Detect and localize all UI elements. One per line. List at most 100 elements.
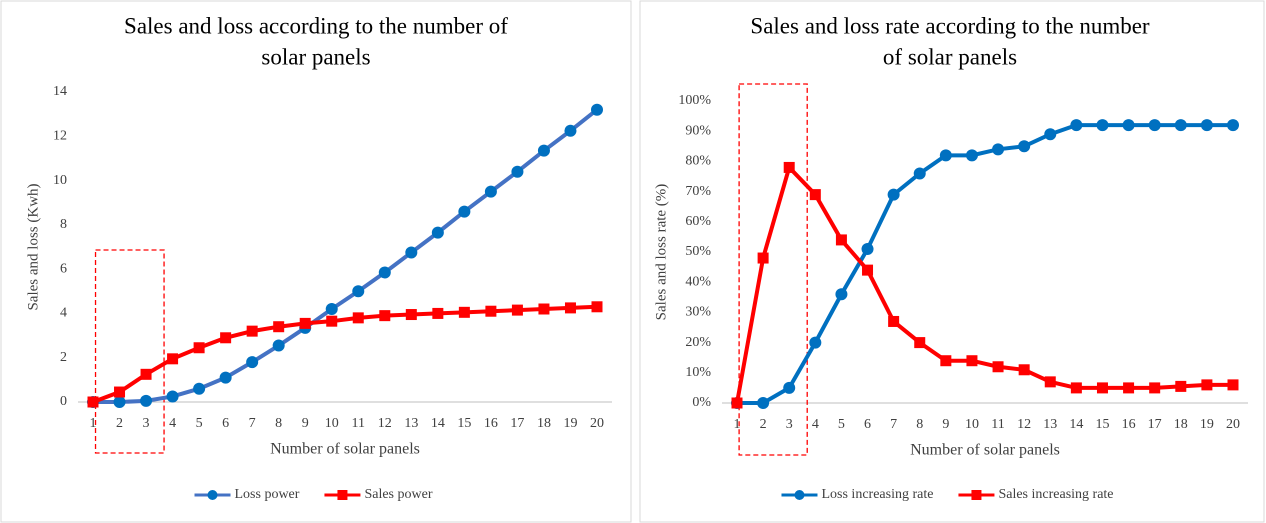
marker (757, 397, 770, 409)
x-tick-label: 10 (965, 417, 979, 432)
marker (511, 165, 524, 178)
marker (809, 336, 822, 349)
y-tick-label: 12 (53, 129, 67, 144)
marker (992, 143, 1005, 156)
chart-title: of solar panels (883, 44, 1017, 69)
y-axis-label: Sales and loss (Kwh) (25, 183, 41, 310)
marker (246, 356, 259, 369)
marker (1018, 364, 1030, 376)
panel-border (0, 0, 632, 523)
marker (379, 310, 391, 322)
marker (272, 339, 285, 352)
marker (564, 124, 577, 137)
x-tick-label: 15 (1095, 417, 1109, 432)
marker (246, 325, 258, 337)
marker (432, 307, 444, 319)
marker (114, 386, 126, 398)
marker (1123, 382, 1135, 394)
x-tick-label: 5 (838, 417, 845, 432)
marker (1175, 380, 1187, 392)
x-tick-label: 19 (1200, 417, 1214, 432)
y-tick-label: 4 (60, 306, 67, 321)
chart-title: solar panels (261, 44, 370, 69)
marker (219, 371, 232, 384)
marker (273, 321, 285, 333)
y-tick-label: 40% (685, 274, 711, 289)
x-tick-label: 4 (812, 417, 819, 432)
legend-label: Loss increasing rate (821, 487, 933, 502)
marker (193, 382, 206, 395)
y-tick-label: 60% (685, 214, 711, 229)
marker (1227, 379, 1239, 391)
marker (809, 189, 821, 201)
marker (966, 355, 978, 367)
marker (537, 144, 550, 157)
marker (1200, 119, 1213, 132)
x-tick-label: 20 (590, 416, 604, 431)
y-tick-label: 0 (60, 394, 67, 409)
x-tick-label: 17 (1148, 417, 1162, 432)
marker (87, 396, 99, 408)
highlight-box (738, 83, 808, 456)
y-tick-label: 6 (60, 261, 67, 276)
marker (220, 332, 232, 344)
y-tick-label: 100% (678, 93, 711, 108)
x-tick-label: 1 (90, 416, 97, 431)
x-tick-label: 13 (404, 416, 418, 431)
marker (485, 305, 497, 317)
marker (1148, 119, 1161, 132)
marker (511, 304, 523, 316)
chart-title: Sales and loss according to the number o… (124, 13, 508, 38)
marker (458, 205, 471, 218)
marker (564, 302, 576, 314)
x-tick-label: 14 (1069, 417, 1083, 432)
legend-marker (337, 490, 348, 500)
marker (835, 234, 847, 246)
y-tick-label: 70% (685, 184, 711, 199)
x-tick-label: 8 (275, 416, 282, 431)
x-tick-label: 7 (249, 416, 256, 431)
marker (591, 103, 603, 116)
marker (914, 337, 926, 349)
panel-border (639, 0, 1265, 523)
x-tick-label: 3 (143, 416, 150, 431)
x-tick-label: 12 (378, 416, 392, 431)
marker (326, 315, 338, 327)
x-tick-label: 2 (760, 417, 767, 432)
marker (140, 368, 152, 380)
y-axis-label: Sales and loss rate (%) (653, 184, 669, 321)
x-tick-label: 19 (563, 416, 577, 431)
marker (757, 252, 769, 264)
x-tick-label: 15 (457, 416, 471, 431)
marker (992, 361, 1004, 373)
marker (378, 266, 391, 279)
marker (140, 394, 153, 407)
marker (861, 242, 874, 255)
marker (405, 309, 417, 321)
x-tick-label: 6 (864, 417, 871, 432)
x-tick-label: 11 (991, 417, 1004, 432)
marker (1149, 382, 1161, 394)
marker (1018, 140, 1031, 153)
marker (887, 188, 900, 201)
legend-marker (971, 490, 982, 500)
legend-label: Loss power (235, 487, 300, 502)
marker (113, 396, 126, 408)
x-tick-label: 17 (510, 416, 524, 431)
x-tick-label: 10 (325, 416, 339, 431)
marker (1044, 376, 1056, 388)
y-tick-label: 0% (692, 395, 711, 410)
marker (484, 185, 497, 198)
y-tick-label: 8 (60, 217, 67, 232)
marker (965, 149, 978, 162)
marker (193, 342, 205, 354)
legend-marker (207, 490, 218, 500)
marker (888, 315, 900, 327)
marker (1201, 379, 1213, 391)
y-tick-label: 80% (685, 154, 711, 169)
x-axis-label: Number of solar panels (910, 442, 1060, 459)
y-tick-label: 20% (685, 335, 711, 350)
marker (538, 303, 550, 315)
marker (167, 353, 179, 365)
highlight-box (94, 249, 165, 454)
